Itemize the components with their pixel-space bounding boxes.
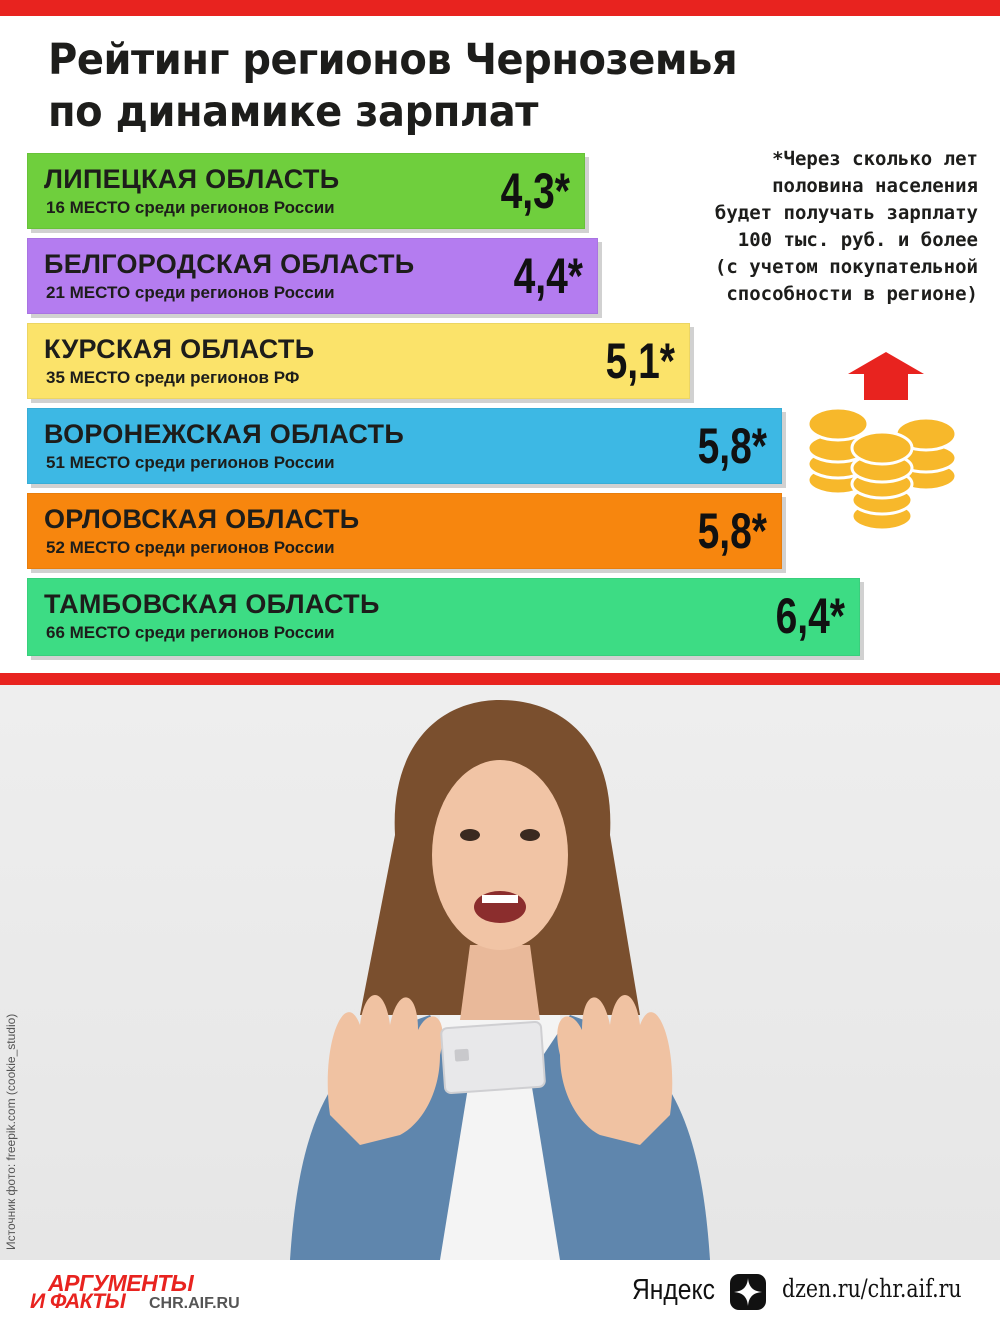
bar-5: ОРЛОВСКАЯ ОБЛАСТЬ 52 МЕСТО среди регионов…: [27, 493, 782, 569]
footnote-line-5: (с учетом покупательной: [714, 256, 978, 278]
bar-chart: ЛИПЕЦКАЯ ОБЛАСТЬ 16 МЕСТО среди регионов …: [27, 153, 860, 656]
footer: АРГУМЕНТЫ И ФАКТЫ CHR.AIF.RU Яндекс dzen…: [0, 1262, 1000, 1321]
photo-woman-with-card: [0, 685, 1000, 1260]
bar-rank-label: 52 МЕСТО среди регионов России: [46, 538, 335, 557]
woman-illustration: [290, 700, 710, 1260]
bar-region-name: ОРЛОВСКАЯ ОБЛАСТЬ: [44, 504, 360, 534]
footnote-line-3: будет получать зарплату: [714, 202, 978, 224]
footnote-line-4: 100 тыс. руб. и более: [737, 229, 978, 251]
bar-3: КУРСКАЯ ОБЛАСТЬ 35 МЕСТО среди регионов Р…: [27, 323, 690, 399]
bar-value-label: 4,3*: [500, 163, 570, 219]
bar-value-label: 5,8*: [697, 503, 767, 559]
logo-bottom-text: И ФАКТЫ: [30, 1290, 126, 1313]
bar-6: ТАМБОВСКАЯ ОБЛАСТЬ 66 МЕСТО среди регионо…: [27, 578, 860, 656]
zen-star-icon: [730, 1274, 766, 1310]
footnote-line-1: *Через сколько лет: [772, 148, 978, 170]
bar-1: ЛИПЕЦКАЯ ОБЛАСТЬ 16 МЕСТО среди регионов …: [27, 153, 585, 229]
page-title: Рейтинг регионов Черноземья по динамике …: [48, 34, 755, 138]
middle-red-strip: [0, 673, 1000, 685]
bar-region-name: ЛИПЕЦКАЯ ОБЛАСТЬ: [44, 164, 340, 194]
bar-rank-label: 21 МЕСТО среди регионов России: [46, 283, 335, 302]
bar-region-name: ТАМБОВСКАЯ ОБЛАСТЬ: [44, 589, 380, 619]
bar-region-name: БЕЛГОРОДСКАЯ ОБЛАСТЬ: [44, 249, 415, 279]
yandex-label: Яндекс: [632, 1274, 715, 1306]
title-line-2: по динамике зарплат: [48, 87, 538, 137]
bar-rank-label: 66 МЕСТО среди регионов России: [46, 623, 335, 642]
title-line-1: Рейтинг регионов Черноземья: [48, 35, 738, 85]
dzen-link[interactable]: dzen.ru/chr.aif.ru: [782, 1274, 962, 1303]
bar-region-name: ВОРОНЕЖСКАЯ ОБЛАСТЬ: [44, 419, 405, 449]
footnote-line-2: половина населения: [772, 175, 978, 197]
bar-value-label: 4,4*: [513, 248, 583, 304]
photo-credit: Источник фото: freepik.com (cookie_studi…: [4, 1013, 18, 1250]
bar-value-label: 6,4*: [775, 588, 845, 644]
bar-rank-label: 35 МЕСТО среди регионов РФ: [46, 368, 300, 387]
top-red-strip: [0, 0, 1000, 16]
stacked-coins-icon: [806, 352, 958, 532]
bar-value-label: 5,1*: [605, 333, 675, 389]
bar-rank-label: 51 МЕСТО среди регионов России: [46, 453, 335, 472]
bar-4: ВОРОНЕЖСКАЯ ОБЛАСТЬ 51 МЕСТО среди регион…: [27, 408, 782, 484]
logo-top-text: АРГУМЕНТЫ: [48, 1270, 194, 1296]
aif-logo[interactable]: АРГУМЕНТЫ И ФАКТЫ CHR.AIF.RU: [24, 1270, 254, 1316]
bar-region-name: КУРСКАЯ ОБЛАСТЬ: [44, 334, 315, 364]
footnote-line-6: способности в регионе): [726, 283, 978, 305]
bar-value-label: 5,8*: [697, 418, 767, 474]
bank-card-icon: [440, 1020, 546, 1095]
up-arrow-icon: [848, 352, 924, 400]
footnote: *Через сколько лет половина населения бу…: [648, 146, 978, 308]
logo-url[interactable]: CHR.AIF.RU: [149, 1295, 240, 1312]
bar-rank-label: 16 МЕСТО среди регионов России: [46, 198, 335, 217]
bar-2: БЕЛГОРОДСКАЯ ОБЛАСТЬ 21 МЕСТО среди регио…: [27, 238, 598, 314]
